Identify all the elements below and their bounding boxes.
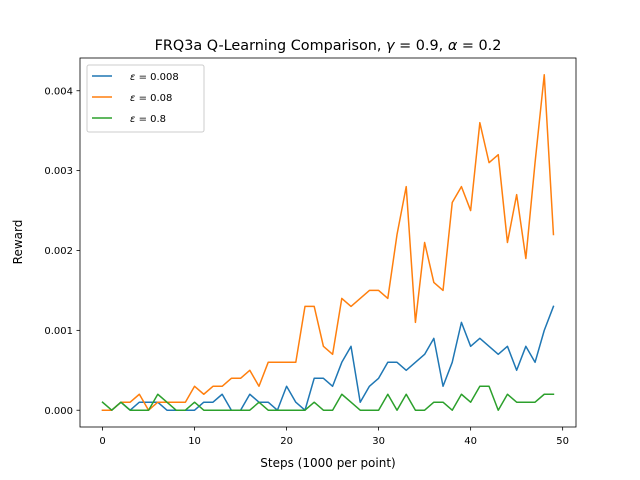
x-tick-label-2: 20 xyxy=(280,436,293,447)
plot-lines xyxy=(101,74,555,411)
legend-label-0: ε = 0.008 xyxy=(130,72,179,83)
chart-title-prefix: FRQ3a Q-Learning Comparison, xyxy=(155,38,386,54)
y-tick-label-2: 0.002 xyxy=(44,246,73,257)
chart-title-gamma: γ xyxy=(386,38,396,54)
legend: ε = 0.008 ε = 0.08 ε = 0.8 xyxy=(86,64,205,133)
x-tick-label-5: 50 xyxy=(556,436,569,447)
chart-title-alpha-eq: = 0.2 xyxy=(457,38,501,54)
y-tick-label-0: 0.000 xyxy=(44,406,73,417)
x-axis-ticks: 0 10 20 30 40 50 xyxy=(99,427,569,447)
chart-title-alpha: α xyxy=(448,38,458,54)
legend-label-2: ε = 0.8 xyxy=(130,114,166,125)
y-tick-label-4: 0.004 xyxy=(44,86,73,97)
x-axis-label: Steps (1000 per point) xyxy=(260,456,395,470)
y-axis-ticks: 0.000 0.001 0.002 0.003 0.004 xyxy=(44,86,80,417)
chart-title-gamma-eq: = 0.9, xyxy=(395,38,448,54)
plot-frame xyxy=(79,57,577,428)
legend-box xyxy=(86,64,205,133)
series-line-1 xyxy=(101,74,555,411)
y-axis-label: Reward xyxy=(11,220,25,265)
y-tick-label-1: 0.001 xyxy=(44,326,73,337)
x-tick-label-4: 40 xyxy=(464,436,477,447)
x-tick-label-1: 10 xyxy=(188,436,201,447)
x-tick-label-3: 30 xyxy=(372,436,385,447)
chart-title: FRQ3a Q-Learning Comparison, γ = 0.9, α … xyxy=(155,38,502,54)
x-tick-label-0: 0 xyxy=(99,436,105,447)
y-tick-label-3: 0.003 xyxy=(44,166,73,177)
legend-label-1: ε = 0.08 xyxy=(130,93,172,104)
series-line-2 xyxy=(101,385,555,411)
